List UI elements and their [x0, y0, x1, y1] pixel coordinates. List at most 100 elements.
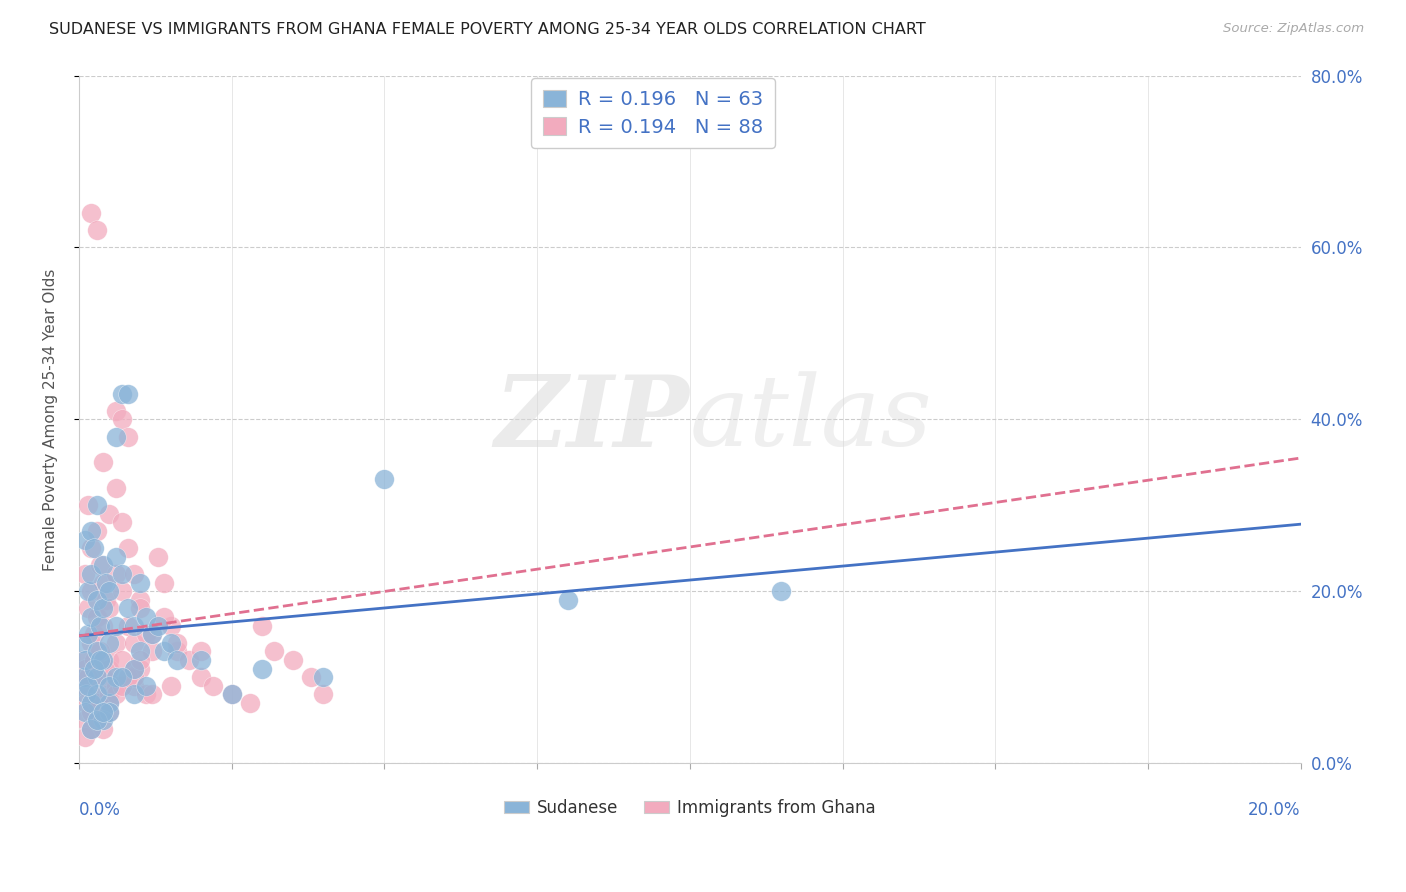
Point: [86, 670, 108, 684]
Y-axis label: Female Poverty Among 25-34 Year Olds: Female Poverty Among 25-34 Year Olds: [44, 268, 58, 571]
Point: [129, 662, 152, 676]
Point: [70, 653, 93, 667]
Point: [98, 696, 121, 710]
Point: [73, 533, 96, 547]
Point: [122, 567, 145, 582]
Point: [89, 558, 111, 573]
Point: [373, 473, 395, 487]
Point: [153, 610, 176, 624]
Point: [159, 618, 181, 632]
Point: [312, 670, 335, 684]
Point: [89, 653, 111, 667]
Point: [80, 567, 103, 582]
Point: [770, 584, 793, 599]
Point: [75, 696, 97, 710]
Point: [148, 618, 170, 632]
Point: [557, 592, 579, 607]
Point: [96, 575, 118, 590]
Point: [104, 679, 127, 693]
Point: [93, 575, 115, 590]
Point: [117, 670, 139, 684]
Point: [135, 687, 157, 701]
Point: [190, 670, 212, 684]
Point: [83, 627, 105, 641]
Point: [153, 644, 176, 658]
Point: [129, 653, 152, 667]
Point: [86, 713, 108, 727]
Point: [86, 687, 108, 701]
Point: [98, 653, 121, 667]
Point: [135, 679, 157, 693]
Point: [77, 670, 100, 684]
Point: [239, 696, 262, 710]
Point: [111, 412, 134, 426]
Point: [80, 584, 103, 599]
Point: [104, 481, 127, 495]
Point: [73, 662, 96, 676]
Point: [104, 429, 127, 443]
Text: atlas: atlas: [690, 372, 932, 467]
Text: 0.0%: 0.0%: [79, 801, 121, 819]
Point: [117, 601, 139, 615]
Point: [80, 636, 103, 650]
Point: [202, 679, 225, 693]
Point: [93, 713, 115, 727]
Point: [86, 696, 108, 710]
Point: [263, 644, 285, 658]
Point: [77, 601, 100, 615]
Point: [111, 386, 134, 401]
Point: [98, 696, 121, 710]
Point: [86, 592, 108, 607]
Point: [111, 679, 134, 693]
Point: [77, 679, 100, 693]
Point: [93, 705, 115, 719]
Point: [86, 524, 108, 538]
Point: [93, 558, 115, 573]
Point: [86, 223, 108, 237]
Point: [83, 653, 105, 667]
Point: [221, 687, 243, 701]
Point: [98, 662, 121, 676]
Point: [135, 627, 157, 641]
Point: [117, 386, 139, 401]
Point: [177, 653, 200, 667]
Point: [86, 713, 108, 727]
Point: [141, 627, 163, 641]
Point: [104, 403, 127, 417]
Point: [111, 670, 134, 684]
Point: [80, 541, 103, 556]
Point: [122, 687, 145, 701]
Point: [166, 644, 188, 658]
Point: [111, 584, 134, 599]
Point: [122, 618, 145, 632]
Point: [98, 636, 121, 650]
Point: [73, 705, 96, 719]
Point: [104, 636, 127, 650]
Point: [93, 705, 115, 719]
Point: [250, 662, 273, 676]
Point: [73, 653, 96, 667]
Point: [80, 705, 103, 719]
Point: [80, 722, 103, 736]
Point: [77, 498, 100, 512]
Point: [93, 670, 115, 684]
Point: [73, 567, 96, 582]
Point: [190, 653, 212, 667]
Point: [86, 498, 108, 512]
Point: [104, 567, 127, 582]
Point: [141, 644, 163, 658]
Point: [221, 687, 243, 701]
Point: [117, 541, 139, 556]
Point: [122, 679, 145, 693]
Point: [111, 516, 134, 530]
Point: [122, 636, 145, 650]
Legend: Sudanese, Immigrants from Ghana: Sudanese, Immigrants from Ghana: [498, 792, 883, 823]
Point: [104, 618, 127, 632]
Point: [80, 722, 103, 736]
Point: [80, 610, 103, 624]
Point: [166, 636, 188, 650]
Point: [166, 653, 188, 667]
Point: [159, 679, 181, 693]
Point: [98, 601, 121, 615]
Point: [104, 687, 127, 701]
